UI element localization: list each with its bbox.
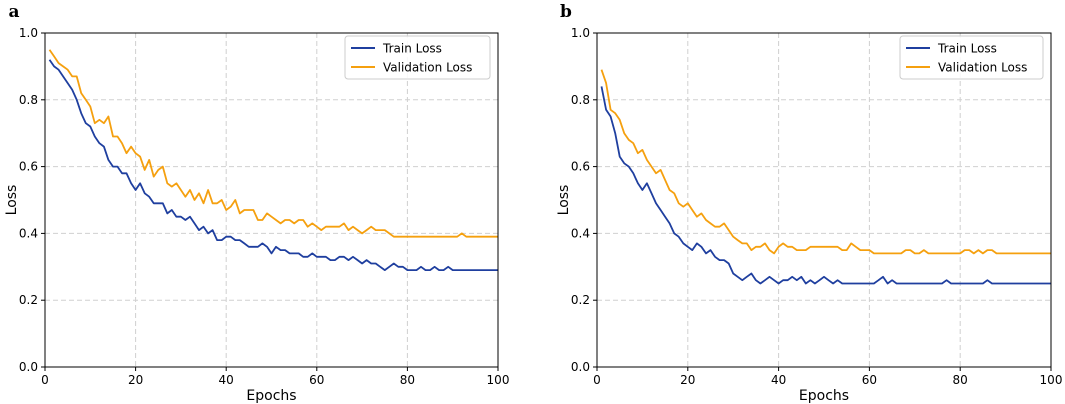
x-tick-label: 0 bbox=[593, 373, 601, 387]
y-axis-label: Loss bbox=[4, 185, 20, 216]
x-axis-label: Epochs bbox=[799, 388, 849, 404]
y-tick-label: 0.0 bbox=[19, 360, 38, 374]
series-line-validation-loss bbox=[600, 69, 1051, 255]
y-tick-label: 0.8 bbox=[19, 93, 38, 107]
y-tick-label: 0.6 bbox=[571, 160, 590, 174]
y-tick-label: 0.4 bbox=[19, 226, 38, 240]
x-tick-label: 20 bbox=[680, 373, 695, 387]
y-tick-label: 0.2 bbox=[19, 293, 38, 307]
x-tick-label: 100 bbox=[487, 373, 510, 387]
legend-entry: Validation Loss bbox=[938, 61, 1027, 75]
x-tick-label: 40 bbox=[771, 373, 786, 387]
series-line-train-loss bbox=[48, 59, 498, 272]
series-line-validation-loss bbox=[48, 49, 498, 238]
x-axis-label: Epochs bbox=[246, 388, 296, 404]
y-tick-label: 1.0 bbox=[571, 26, 590, 40]
x-tick-label: 100 bbox=[1040, 373, 1063, 387]
legend: Train Loss Validation Loss bbox=[899, 35, 1044, 80]
y-tick-label: 1.0 bbox=[19, 26, 38, 40]
x-tick-label: 60 bbox=[309, 373, 324, 387]
legend-entry: Train Loss bbox=[382, 42, 442, 56]
legend-box bbox=[899, 35, 1044, 80]
x-tick-label: 20 bbox=[128, 373, 143, 387]
axes-frame bbox=[44, 32, 499, 368]
legend-entry: Validation Loss bbox=[383, 61, 472, 75]
x-tick-label: 80 bbox=[400, 373, 415, 387]
y-tick-label: 0.8 bbox=[571, 93, 590, 107]
x-tick-label: 40 bbox=[219, 373, 234, 387]
panel-label: b bbox=[560, 2, 572, 22]
panel-label: a bbox=[8, 2, 19, 22]
y-tick-label: 0.4 bbox=[571, 226, 590, 240]
y-tick-label: 0.0 bbox=[571, 360, 590, 374]
legend-entry: Train Loss bbox=[937, 42, 997, 56]
y-axis-label: Loss bbox=[556, 185, 572, 216]
y-tick-label: 0.6 bbox=[19, 160, 38, 174]
x-tick-label: 0 bbox=[41, 373, 49, 387]
y-tick-label: 0.2 bbox=[571, 293, 590, 307]
x-tick-label: 60 bbox=[862, 373, 877, 387]
series-line-train-loss bbox=[600, 86, 1051, 285]
legend: Train Loss Validation Loss bbox=[344, 35, 491, 80]
axes-frame bbox=[596, 32, 1052, 368]
subplot-b: 0 20 40 60 80 100 0.0 0.2 0.4 0.6 0.8 1.0 Epochs Loss… bbox=[556, 2, 1062, 404]
subplot-a: 0 20 40 60 80 100 0.0 0.2 0.4 0.6 0.8 1.0 Epochs Loss… bbox=[4, 2, 509, 404]
x-tick-label: 80 bbox=[953, 373, 968, 387]
legend-box bbox=[344, 35, 491, 80]
